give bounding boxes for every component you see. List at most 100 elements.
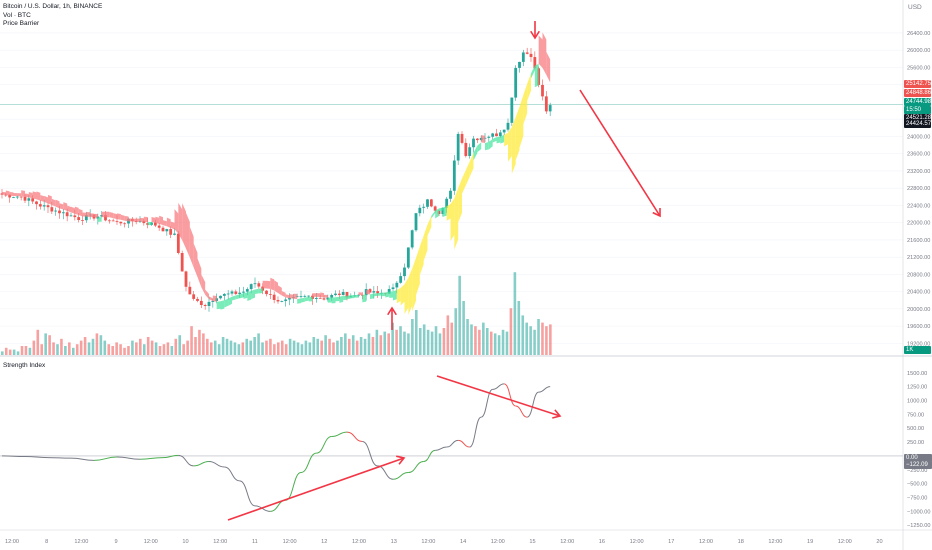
- barrier-segment: [504, 132, 508, 147]
- time-tick: 15: [529, 539, 535, 545]
- barrier-segment: [488, 138, 493, 150]
- volume-bar: [509, 308, 513, 355]
- candle-body: [84, 215, 88, 221]
- candle-body: [372, 291, 376, 293]
- strength-tick: −250.00: [907, 468, 927, 474]
- barrier-segment: [243, 292, 248, 299]
- barrier-segment: [182, 203, 186, 249]
- candle-body: [288, 297, 291, 300]
- barrier-segment: [255, 288, 259, 295]
- strength-tick: −500.00: [907, 482, 927, 488]
- candle-body: [529, 53, 533, 58]
- candle-body: [184, 271, 188, 287]
- symbol-title: Bitcoin / U.S. Dollar, 1h, BINANCE: [3, 3, 103, 10]
- barrier-segment: [159, 215, 163, 226]
- strength-segment: [480, 388, 493, 418]
- barrier-segment: [147, 221, 152, 226]
- candle-body: [395, 282, 399, 288]
- candle-body: [119, 221, 123, 224]
- volume-bar: [525, 322, 528, 355]
- barrier-segment: [404, 277, 409, 315]
- barrier-segment: [232, 295, 236, 301]
- candle-body: [345, 291, 349, 298]
- barrier-segment: [400, 284, 405, 306]
- candle-body: [330, 294, 334, 298]
- candle-body: [284, 299, 288, 302]
- candle-body: [73, 215, 77, 218]
- barrier-segment: [335, 296, 340, 302]
- volume-bar: [115, 342, 118, 355]
- barrier-segment: [542, 32, 547, 75]
- volume-bar: [158, 346, 162, 355]
- strength-segment: [538, 386, 551, 393]
- candle-body: [518, 61, 521, 68]
- barrier-segment: [366, 290, 370, 295]
- volume-bar: [269, 338, 272, 355]
- candle-body: [222, 293, 226, 296]
- barrier-segment: [496, 136, 501, 144]
- volume-bar: [32, 340, 36, 355]
- barrier-segment: [316, 293, 321, 298]
- strength-segment: [362, 441, 378, 467]
- candle-body: [31, 198, 35, 202]
- barrier-segment: [301, 297, 305, 303]
- barrier-segment: [362, 294, 367, 303]
- volume-bar: [273, 344, 276, 355]
- time-tick: 12:00: [838, 539, 852, 545]
- strength-segment: [423, 449, 436, 462]
- barrier-segment: [59, 203, 64, 210]
- volume-bar: [206, 338, 209, 355]
- volume-bar: [446, 315, 450, 355]
- strength-segment: [285, 472, 302, 501]
- barrier-segment: [32, 191, 37, 200]
- candle-body: [548, 105, 552, 112]
- strength-segment: [24, 455, 49, 459]
- barrier-segment: [90, 213, 94, 218]
- volume-bar: [489, 331, 493, 355]
- price-label-countdown: 15:50: [904, 106, 931, 114]
- candle-body: [514, 67, 518, 98]
- barrier-segment: [381, 292, 386, 297]
- volume-bar: [261, 342, 264, 355]
- barrier-segment: [297, 298, 301, 304]
- barrier-segment: [393, 290, 397, 301]
- strength-segment: [331, 431, 348, 438]
- barrier-segment: [350, 294, 355, 299]
- candle-body: [334, 293, 337, 295]
- candle-body: [276, 300, 280, 302]
- barrier-segment: [136, 218, 140, 222]
- barrier-segment: [143, 216, 148, 223]
- candle-body: [544, 96, 548, 112]
- candle-body: [307, 295, 311, 297]
- price-tick: 21600.00: [907, 238, 930, 244]
- barrier-segment: [166, 217, 171, 228]
- price-label-3: 24521.28: [904, 114, 932, 122]
- candle-body: [510, 97, 514, 123]
- barrier-segment: [13, 193, 18, 197]
- barrier-segment: [86, 211, 91, 217]
- candle-body: [253, 283, 257, 285]
- volume-bar: [485, 328, 489, 355]
- barrier-segment: [94, 213, 98, 218]
- candle-body: [104, 215, 107, 221]
- barrier-segment: [266, 280, 271, 289]
- volume-bar: [174, 338, 178, 355]
- volume-bar: [336, 340, 339, 355]
- barrier-segment: [2, 192, 6, 195]
- candle-body: [211, 300, 215, 302]
- candle-body: [403, 267, 406, 277]
- candle-body: [533, 57, 537, 69]
- candle-body: [238, 292, 242, 294]
- volume-bar: [79, 340, 83, 355]
- barrier-segment: [454, 188, 459, 250]
- volume-bar: [162, 344, 166, 355]
- volume-bar: [83, 337, 87, 355]
- volume-bar: [300, 344, 304, 355]
- candle-body: [50, 207, 54, 212]
- strength-segment: [526, 391, 539, 418]
- volume-bar: [213, 340, 217, 355]
- strength-tick: −1250.00: [907, 523, 931, 529]
- volume-bar: [387, 333, 390, 355]
- barrier-segment: [74, 206, 79, 215]
